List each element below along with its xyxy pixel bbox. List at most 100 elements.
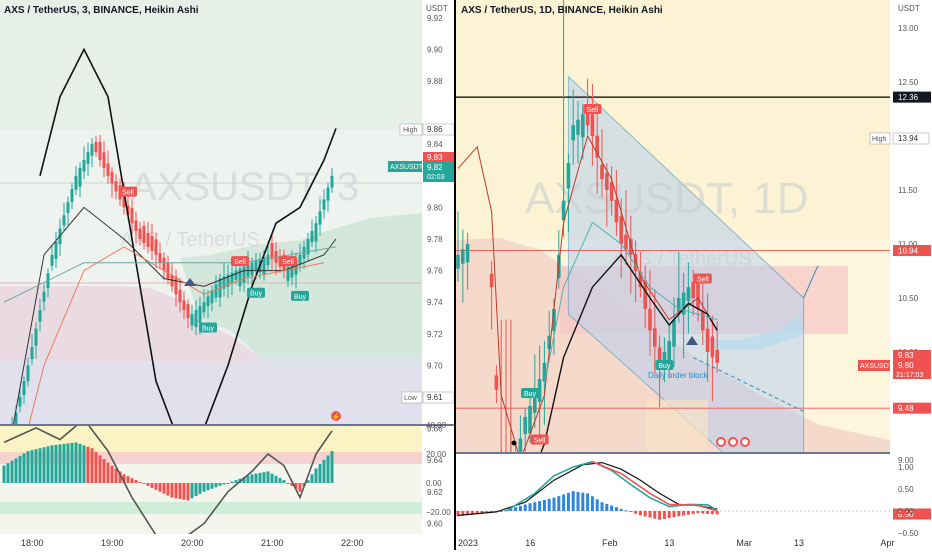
oscillator-bar	[485, 511, 489, 514]
oscillator-bar	[610, 505, 614, 511]
oscillator-bar	[46, 446, 50, 483]
left-signals[interactable]: Sell Sell Sell Buy Buy Buy	[119, 186, 309, 333]
moving-average-line	[540, 253, 718, 452]
oscillator-bar	[210, 483, 214, 489]
candle	[210, 290, 214, 304]
buy-signal-label: Buy	[250, 291, 263, 298]
oscillator-bar	[715, 511, 719, 515]
oscillator-bar	[106, 462, 110, 483]
left-time-axis[interactable]: 18:00 19:00 20:00 21:00 22:00	[0, 534, 454, 550]
candle	[286, 266, 290, 281]
oscillator-bar	[102, 459, 106, 483]
candle	[648, 308, 652, 331]
candle	[250, 262, 254, 276]
right-signals[interactable]: Sell Sell Buy Buy Sell	[521, 104, 712, 445]
buy-signal-badge	[291, 290, 309, 301]
oscillator-bar	[258, 472, 262, 483]
right-time-axis[interactable]: 2023 16 Feb 13 Mar 13 Apr	[456, 534, 894, 550]
candle	[686, 287, 691, 302]
oscillator-bar	[66, 443, 70, 483]
candle	[605, 173, 609, 190]
oscillator-bar	[70, 442, 74, 483]
signal-line-bearish	[592, 460, 718, 512]
oscillator-bar	[322, 459, 326, 483]
candle	[310, 231, 314, 242]
right-time-label: Mar	[736, 538, 752, 548]
left-price-tick: 9.62	[427, 488, 443, 497]
oscillator-bar	[523, 504, 527, 511]
descending-channel	[567, 75, 805, 452]
oscillator-bar	[34, 449, 38, 483]
sell-signal-label: Sell	[587, 107, 599, 114]
oscillator-bar	[475, 511, 479, 515]
candle	[242, 266, 246, 283]
right-osc-tick: 1.00	[898, 463, 914, 472]
sell-signal-badge	[693, 273, 712, 284]
oscillator-bar	[605, 503, 609, 511]
candle	[701, 311, 705, 331]
oscillator-bar	[194, 483, 198, 497]
oscillator-bar	[146, 483, 150, 486]
candle	[306, 239, 310, 255]
oscillator-bar	[624, 510, 628, 512]
candle	[230, 272, 234, 283]
ichimoku-cloud-right-blue	[700, 315, 804, 350]
right-time-label: Feb	[602, 538, 618, 548]
oscillator-bar	[150, 483, 154, 488]
event-icons[interactable]	[716, 437, 750, 447]
candle	[691, 281, 695, 298]
oscillator-bar	[547, 498, 551, 511]
oscillator-bar	[14, 458, 18, 483]
oscillator-bar	[178, 483, 182, 499]
candle	[82, 160, 86, 172]
candle	[126, 205, 130, 216]
candle	[696, 282, 700, 309]
candle	[326, 187, 330, 201]
candle	[638, 271, 643, 288]
candle	[322, 199, 326, 210]
right-chart-panel[interactable]: AXSUSDT, 1D AXS / TetherUS Sell Sell Buy Bu…	[456, 0, 890, 532]
oscillator-bar	[266, 471, 270, 483]
oscillator-bar	[470, 511, 474, 515]
right-time-label: 13	[794, 538, 804, 548]
oscillator-bar	[566, 492, 570, 511]
oscillator-bar	[234, 480, 238, 483]
candle	[38, 310, 42, 322]
candle	[662, 352, 667, 367]
candle	[619, 215, 623, 244]
candle	[26, 365, 30, 382]
oscillator-bar	[78, 443, 82, 483]
oscillator-bar	[222, 483, 226, 485]
oscillator-bar	[691, 511, 695, 514]
buy-signal-label: Buy	[202, 325, 215, 332]
right-osc-tick: 0.50	[898, 485, 914, 494]
candle	[130, 208, 134, 224]
candle	[22, 381, 26, 396]
candle	[50, 254, 54, 266]
right-price-axis[interactable]: USDT 16.0015.5014.5013.5013.0012.5012.00…	[858, 0, 932, 550]
buy-signal-label: Buy	[524, 391, 537, 398]
oscillator-bar	[278, 477, 282, 483]
left-time-label: 20:00	[181, 538, 204, 548]
lower-band-area	[0, 357, 422, 424]
right-oscillator-pane[interactable]: 1.00 0.50 0.00 −0.50	[456, 454, 919, 538]
candle	[70, 188, 74, 203]
buy-signal-badge	[247, 287, 265, 298]
oscillator-bar	[330, 451, 334, 483]
candle	[609, 182, 614, 201]
oscillator-bar	[230, 481, 234, 483]
panel-divider[interactable]	[454, 0, 456, 550]
left-price-axis[interactable]: USDT 9.949.929.909.889.849.809.789.769.7…	[388, 0, 455, 534]
left-price-tick: 9.90	[427, 45, 443, 54]
candle	[566, 163, 571, 189]
right-watermark: AXSUSDT, 1D	[525, 174, 809, 223]
left-high-label: High	[403, 127, 418, 134]
left-price-tick: 9.92	[427, 14, 443, 23]
candle	[134, 220, 138, 232]
candle	[600, 164, 604, 180]
candle	[138, 228, 142, 239]
candle	[533, 395, 537, 413]
alert-icon[interactable]	[331, 411, 341, 421]
